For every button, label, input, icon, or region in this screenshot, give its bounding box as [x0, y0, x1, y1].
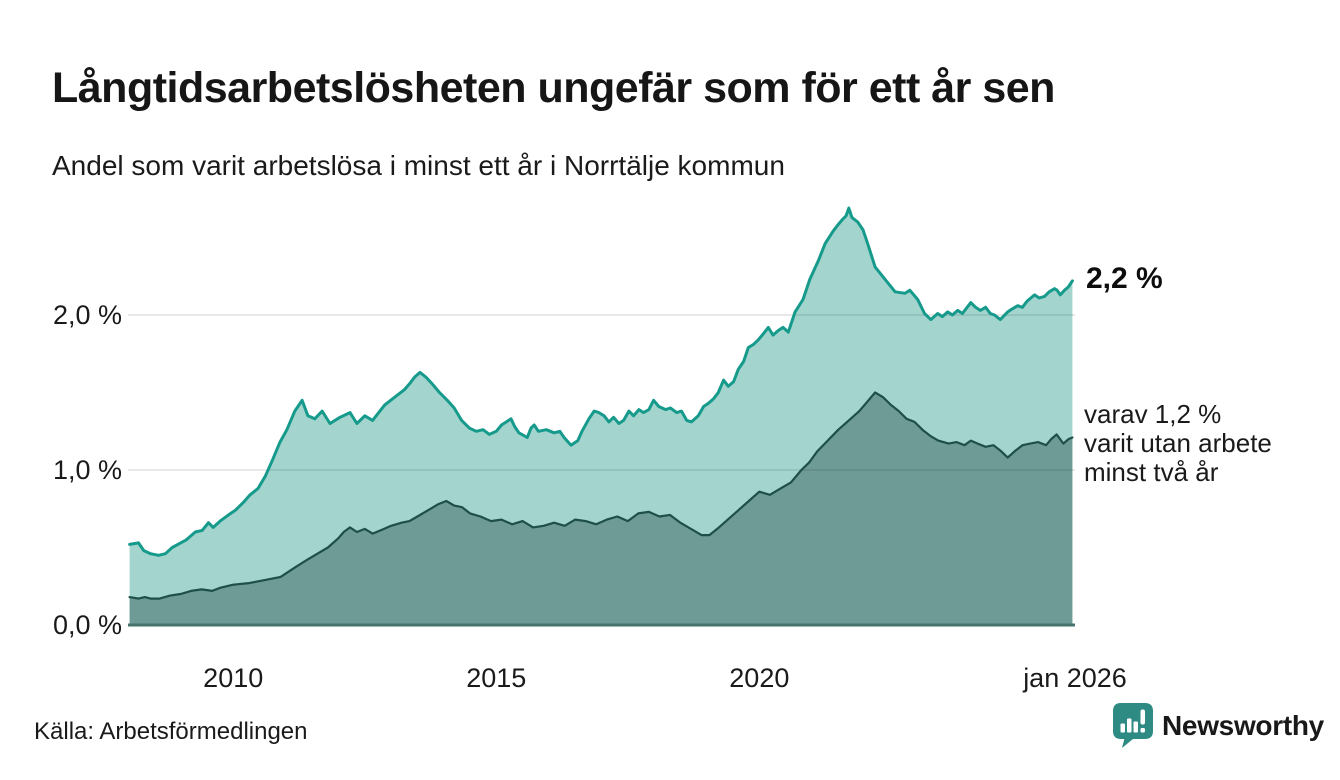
newsworthy-logo-text: Newsworthy — [1162, 710, 1324, 741]
y-axis-labels: 0,0 % 1,0 % 2,0 % — [53, 300, 122, 640]
unemployment-area-chart: 0,0 % 1,0 % 2,0 % 2010 2015 2020 jan 202… — [53, 206, 1127, 693]
secondary-annotation: varav 1,2 % varit utan arbete minst två … — [1084, 400, 1272, 487]
x-tick-label-jan-2026: jan 2026 — [1022, 663, 1127, 693]
latest-value-label: 2,2 % — [1086, 262, 1163, 295]
gridlines-group — [128, 314, 1075, 471]
series-areas-group — [129, 208, 1073, 625]
x-tick-label-2020: 2020 — [729, 663, 789, 693]
series-line-minst-ett-ar — [128, 206, 1074, 557]
page-title: Långtidsarbetslösheten ungefär som för e… — [52, 63, 1055, 112]
x-tick-label-2010: 2010 — [203, 663, 263, 693]
y-tick-label-1: 1,0 % — [53, 455, 122, 485]
series-line-minst-tva-ar — [128, 391, 1074, 600]
source-text: Källa: Arbetsförmedlingen — [34, 718, 308, 745]
series-lines-group — [128, 206, 1074, 600]
secondary-annotation-line-1: varav 1,2 % — [1084, 399, 1222, 429]
secondary-annotation-line-2: varit utan arbete — [1084, 428, 1272, 458]
chart-subtitle: Andel som varit arbetslösa i minst ett å… — [52, 150, 785, 181]
secondary-annotation-line-3: minst två år — [1084, 457, 1219, 487]
y-tick-label-2: 2,0 % — [53, 300, 122, 330]
x-axis-labels: 2010 2015 2020 jan 2026 — [203, 663, 1127, 693]
x-tick-label-2015: 2015 — [466, 663, 526, 693]
y-tick-label-0: 0,0 % — [53, 610, 122, 640]
newsworthy-logo: Newsworthy — [1113, 703, 1324, 749]
newsworthy-logo-icon — [1113, 703, 1153, 748]
series-area-minst-tva-ar — [129, 392, 1073, 625]
